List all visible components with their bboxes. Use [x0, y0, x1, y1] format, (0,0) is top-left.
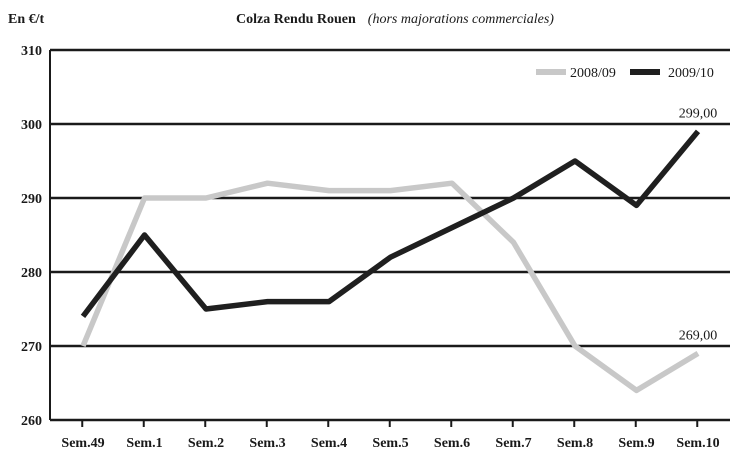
- y-tick-label: 260: [21, 414, 42, 429]
- chart-title: Colza Rendu Rouen: [236, 12, 356, 27]
- x-tick-label: Sem.6: [434, 436, 470, 451]
- chart-title-group: Colza Rendu Rouen (hors majorations comm…: [236, 10, 554, 27]
- x-tick-label: Sem.2: [188, 436, 224, 451]
- chart-subtitle: (hors majorations commerciales): [368, 12, 554, 27]
- x-tick-label: Sem.4: [311, 436, 347, 451]
- data-label-2009-10: 299,00: [679, 106, 718, 121]
- data-label-2008-09: 269,00: [679, 328, 718, 343]
- y-tick-label: 270: [21, 340, 42, 355]
- data-label-layer: 269,00 299,00: [679, 106, 718, 343]
- series-line-2008-09: [80, 180, 700, 394]
- x-tick-label: Sem.1: [126, 436, 162, 451]
- series-line-2009-10: [80, 129, 701, 319]
- x-tick-label: Sem.7: [495, 436, 531, 451]
- legend-label: 2008/09: [570, 66, 616, 81]
- y-tick-label: 290: [21, 192, 42, 207]
- x-tick-label: Sem.49: [61, 436, 104, 451]
- x-tick-label: Sem.8: [557, 436, 593, 451]
- y-tick-label: 310: [21, 44, 42, 59]
- x-tick-label: Sem.5: [372, 436, 408, 451]
- series-layer: [80, 129, 701, 394]
- y-axis-label: En €/t: [8, 12, 45, 27]
- legend: 2008/09 2009/10: [536, 66, 714, 81]
- legend-label: 2009/10: [668, 66, 714, 81]
- x-tick-label: Sem.3: [249, 436, 285, 451]
- x-tick-label: Sem.9: [618, 436, 654, 451]
- y-tick-label: 300: [21, 118, 42, 133]
- x-tick-label: Sem.10: [676, 436, 719, 451]
- y-tick-label: 280: [21, 266, 42, 281]
- axis-layer: 260 270 280 290 300 310 Sem.49 Sem.1 Sem.2 Sem.3 S…: [21, 44, 730, 451]
